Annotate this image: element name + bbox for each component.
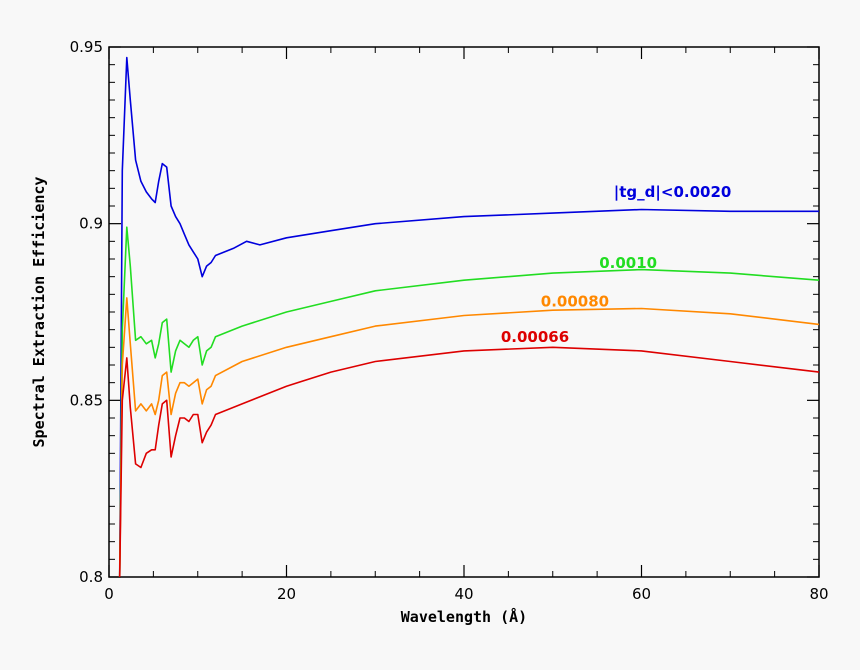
- series-lines: [118, 56, 820, 578]
- series-label-0: |tg_d|<0.0020: [614, 183, 732, 202]
- x-tick-label: 80: [809, 585, 828, 603]
- x-tick-label: 20: [277, 585, 296, 603]
- x-tick-label: 40: [454, 585, 473, 603]
- y-tick-label: 0.85: [70, 391, 103, 409]
- y-tick-label: 0.95: [70, 38, 103, 56]
- x-tick-label: 0: [104, 585, 114, 603]
- series-line-0: [118, 56, 819, 578]
- series-labels: |tg_d|<0.0020 0.0010 0.00080 0.00066: [501, 183, 732, 346]
- y-tick-label: 0.9: [79, 215, 103, 233]
- axis-ticks: [108, 46, 820, 578]
- series-label-2: 0.00080: [541, 293, 609, 311]
- y-axis-title: Spectral Extraction Efficiency: [30, 177, 48, 448]
- series-label-1: 0.0010: [599, 254, 657, 272]
- series-line-2: [118, 297, 820, 578]
- series-line-1: [118, 226, 820, 578]
- series-label-3: 0.00066: [501, 328, 569, 346]
- x-axis-title: Wavelength (Å): [401, 607, 527, 626]
- tick-labels: 0 20 40 60 80 0.8 0.85 0.9 0.95: [70, 38, 829, 603]
- series-line-3: [118, 346, 820, 578]
- y-tick-label: 0.8: [79, 568, 103, 586]
- x-tick-label: 60: [632, 585, 651, 603]
